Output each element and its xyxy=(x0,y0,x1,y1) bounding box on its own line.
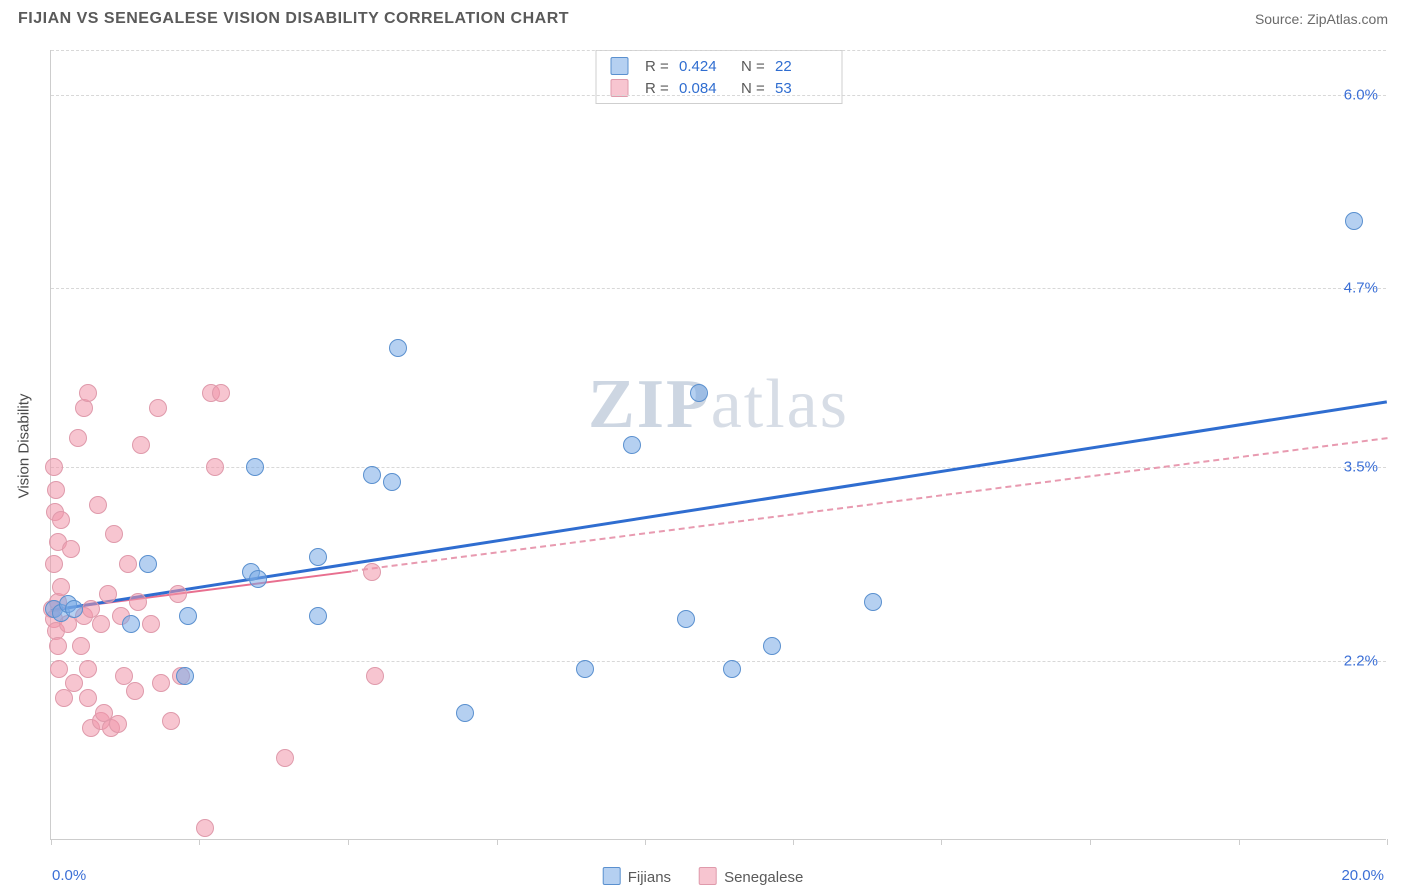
data-point xyxy=(309,548,327,566)
data-point xyxy=(623,436,641,454)
data-point xyxy=(176,667,194,685)
data-point xyxy=(142,615,160,633)
data-point xyxy=(119,555,137,573)
legend-label: Fijians xyxy=(628,869,671,886)
data-point xyxy=(49,637,67,655)
data-point xyxy=(132,436,150,454)
legend-label: Senegalese xyxy=(724,869,803,886)
data-point xyxy=(864,593,882,611)
data-point xyxy=(50,660,68,678)
n-label: N = xyxy=(741,58,765,75)
data-point xyxy=(79,689,97,707)
x-tick xyxy=(1239,839,1240,845)
legend-row-fijians: R = 0.424 N = 22 xyxy=(610,55,827,77)
x-tick xyxy=(941,839,942,845)
data-point xyxy=(109,715,127,733)
header: FIJIAN VS SENEGALESE VISION DISABILITY C… xyxy=(0,0,1406,36)
gridline xyxy=(51,661,1386,662)
swatch-icon xyxy=(610,57,628,75)
x-tick xyxy=(645,839,646,845)
data-point xyxy=(212,384,230,402)
data-point xyxy=(763,637,781,655)
series-legend: Fijians Senegalese xyxy=(603,867,804,886)
data-point xyxy=(456,704,474,722)
data-point xyxy=(152,674,170,692)
data-point xyxy=(677,610,695,628)
data-point xyxy=(246,458,264,476)
data-point xyxy=(52,511,70,529)
gridline xyxy=(51,50,1386,51)
data-point xyxy=(47,481,65,499)
data-point xyxy=(162,712,180,730)
data-point xyxy=(115,667,133,685)
data-point xyxy=(62,540,80,558)
data-point xyxy=(179,607,197,625)
data-point xyxy=(309,607,327,625)
y-tick-label: 4.7% xyxy=(1344,280,1378,297)
data-point xyxy=(69,429,87,447)
data-point xyxy=(122,615,140,633)
data-point xyxy=(129,593,147,611)
x-axis-min-label: 0.0% xyxy=(52,867,86,884)
data-point xyxy=(45,458,63,476)
r-label: R = xyxy=(645,58,669,75)
data-point xyxy=(206,458,224,476)
swatch-icon xyxy=(699,867,717,885)
x-tick xyxy=(793,839,794,845)
data-point xyxy=(363,466,381,484)
data-point xyxy=(723,660,741,678)
data-point xyxy=(45,555,63,573)
data-point xyxy=(196,819,214,837)
legend-item-fijians: Fijians xyxy=(603,867,671,886)
data-point xyxy=(55,689,73,707)
data-point xyxy=(149,399,167,417)
data-point xyxy=(690,384,708,402)
legend-item-senegalese: Senegalese xyxy=(699,867,803,886)
data-point xyxy=(79,384,97,402)
data-point xyxy=(276,749,294,767)
data-point xyxy=(576,660,594,678)
stats-legend-box: R = 0.424 N = 22 R = 0.084 N = 53 xyxy=(595,50,842,104)
x-tick xyxy=(1090,839,1091,845)
data-point xyxy=(105,525,123,543)
data-point xyxy=(383,473,401,491)
data-point xyxy=(1345,212,1363,230)
trend-line xyxy=(351,438,1387,573)
gridline xyxy=(51,288,1386,289)
x-tick xyxy=(497,839,498,845)
data-point xyxy=(99,585,117,603)
data-point xyxy=(139,555,157,573)
x-tick xyxy=(348,839,349,845)
y-axis-title: Vision Disability xyxy=(16,394,33,499)
data-point xyxy=(92,615,110,633)
x-tick xyxy=(51,839,52,845)
data-point xyxy=(169,585,187,603)
source-text: Source: ZipAtlas.com xyxy=(1255,11,1388,27)
x-tick xyxy=(199,839,200,845)
data-point xyxy=(363,563,381,581)
data-point xyxy=(89,496,107,514)
y-tick-label: 2.2% xyxy=(1344,653,1378,670)
x-tick xyxy=(1387,839,1388,845)
chart-area: ZIPatlas R = 0.424 N = 22 R = 0.084 N = … xyxy=(50,50,1386,840)
data-point xyxy=(65,600,83,618)
data-point xyxy=(366,667,384,685)
chart-title: FIJIAN VS SENEGALESE VISION DISABILITY C… xyxy=(18,10,569,28)
data-point xyxy=(79,660,97,678)
data-point xyxy=(389,339,407,357)
y-tick-label: 3.5% xyxy=(1344,459,1378,476)
data-point xyxy=(126,682,144,700)
x-axis-max-label: 20.0% xyxy=(1341,867,1384,884)
data-point xyxy=(249,570,267,588)
data-point xyxy=(72,637,90,655)
watermark: ZIPatlas xyxy=(588,365,849,445)
n-value: 22 xyxy=(775,58,827,75)
swatch-icon xyxy=(603,867,621,885)
y-tick-label: 6.0% xyxy=(1344,86,1378,103)
r-value: 0.424 xyxy=(679,58,731,75)
data-point xyxy=(52,578,70,596)
gridline xyxy=(51,95,1386,96)
